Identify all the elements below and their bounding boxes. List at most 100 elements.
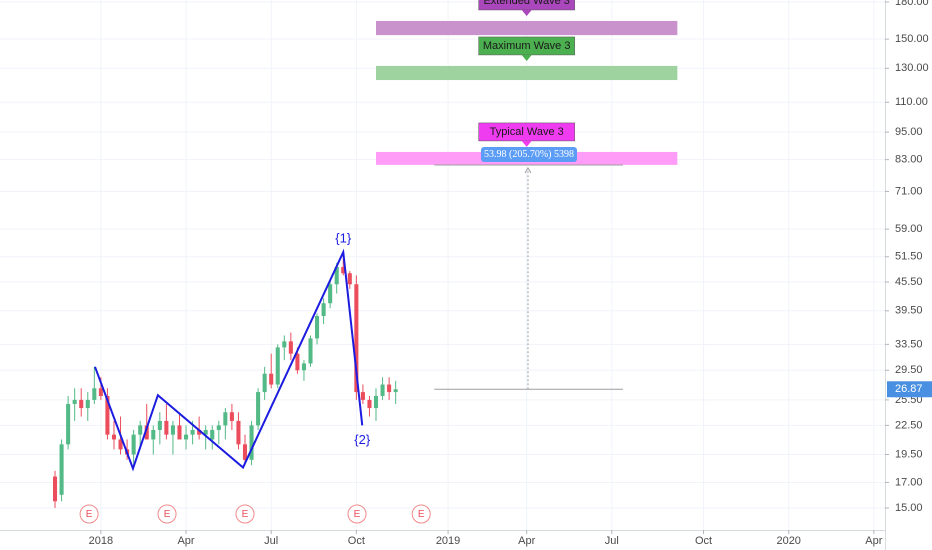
candle-body — [118, 439, 123, 450]
candle-body — [144, 425, 149, 440]
candle-body — [85, 399, 90, 409]
candle-body — [308, 338, 313, 364]
x-tick-label: Oct — [695, 535, 712, 547]
y-tick-label: 95.00 — [895, 126, 923, 138]
candle-body — [92, 388, 97, 400]
y-tick-label: 39.50 — [895, 305, 923, 317]
y-tick-label: 29.50 — [895, 364, 923, 376]
candle-body — [105, 395, 110, 435]
candle-body — [341, 266, 346, 274]
earnings-marker — [79, 504, 99, 524]
x-tick-label: Apr — [865, 535, 882, 547]
y-tick-label: 22.50 — [895, 419, 923, 431]
candle-body — [184, 434, 189, 440]
candle-body — [249, 425, 254, 460]
candle-body — [210, 429, 215, 440]
candle-body — [190, 429, 195, 435]
y-tick-label: 19.50 — [895, 448, 923, 460]
y-tick-label: 150.00 — [895, 33, 929, 45]
plot-area: Extended Wave 3 Maximum Wave 3 Typical Wav… — [52, 0, 678, 524]
measure-label-box — [480, 146, 577, 162]
y-tick-label: 17.00 — [895, 476, 923, 488]
target-label-pointer — [521, 54, 532, 61]
earnings-label: E — [164, 509, 171, 520]
candle-body — [151, 429, 156, 440]
candle-body — [282, 341, 287, 348]
last-price-label: 26.87 — [895, 383, 923, 395]
candle-body — [393, 389, 398, 393]
candle-body — [79, 399, 84, 409]
candle-body — [334, 266, 339, 285]
candle-body — [269, 373, 274, 385]
wave-label: {1} — [335, 231, 352, 246]
y-tick-label: 180.00 — [895, 0, 929, 8]
candle-body — [262, 373, 267, 393]
earnings-label: E — [86, 509, 93, 520]
candle-body — [59, 444, 64, 495]
x-tick-label: Jul — [605, 535, 619, 547]
target-band — [376, 20, 678, 36]
earnings-marker — [157, 504, 177, 524]
earnings-label: E — [354, 509, 361, 520]
candle-body — [164, 420, 169, 435]
earnings-marker — [347, 504, 367, 524]
candle-body — [373, 395, 379, 409]
x-tick-label: Jul — [264, 535, 278, 547]
candle-body — [177, 425, 182, 440]
y-tick-label: 33.50 — [895, 338, 923, 350]
candle-body — [275, 347, 280, 385]
y-tick-label: 59.00 — [895, 223, 923, 235]
candle-body — [223, 412, 228, 426]
earnings-marker — [235, 504, 255, 524]
x-tick-label: 2020 — [776, 535, 800, 547]
x-tick-label: Apr — [518, 535, 535, 547]
candle-body — [157, 420, 162, 430]
earnings-label: E — [418, 509, 425, 520]
target-label: Maximum Wave 3 — [483, 40, 571, 52]
measure-label: 53.98 (205.70%) 5398 — [484, 149, 574, 160]
target-band — [376, 65, 678, 81]
candle-body — [354, 284, 359, 393]
candle-body — [295, 353, 300, 371]
candle-body — [229, 412, 234, 421]
candle-body — [367, 399, 372, 409]
x-tick-label: 2018 — [89, 535, 113, 547]
y-tick-label: 45.50 — [895, 276, 923, 288]
candle-body — [138, 425, 143, 435]
y-tick-label: 71.00 — [895, 185, 923, 197]
candle-body — [347, 273, 352, 285]
candle-body — [288, 341, 293, 354]
target-label-pointer — [521, 140, 532, 147]
target-label: Extended Wave 3 — [483, 0, 569, 7]
candle-body — [256, 392, 261, 426]
wave-line — [94, 248, 364, 472]
candle-body — [321, 303, 326, 317]
candle-body — [360, 392, 365, 400]
candle-body — [111, 434, 117, 440]
target-label: Typical Wave 3 — [490, 126, 564, 138]
earnings-label: E — [242, 509, 249, 520]
y-tick-label: 110.00 — [895, 96, 928, 108]
x-tick-label: Oct — [348, 535, 365, 547]
y-tick-label: 15.00 — [895, 502, 923, 514]
candle-body — [301, 363, 306, 371]
wave-label: {2} — [354, 432, 371, 447]
candle-body — [66, 403, 71, 445]
candle-body — [236, 420, 241, 445]
candle-body — [98, 388, 103, 396]
measure-arrow — [524, 167, 532, 174]
candle-body — [197, 429, 202, 435]
candle-body — [380, 384, 385, 396]
candle-body — [131, 434, 136, 455]
candle-body — [216, 425, 221, 430]
candle-body — [72, 399, 77, 404]
earnings-marker — [411, 504, 431, 524]
candle-body — [170, 425, 175, 435]
candle-body — [387, 384, 392, 393]
candle-body — [242, 444, 248, 460]
last-price-box — [887, 381, 932, 398]
candle-body — [328, 284, 333, 304]
candle-body — [315, 316, 320, 339]
